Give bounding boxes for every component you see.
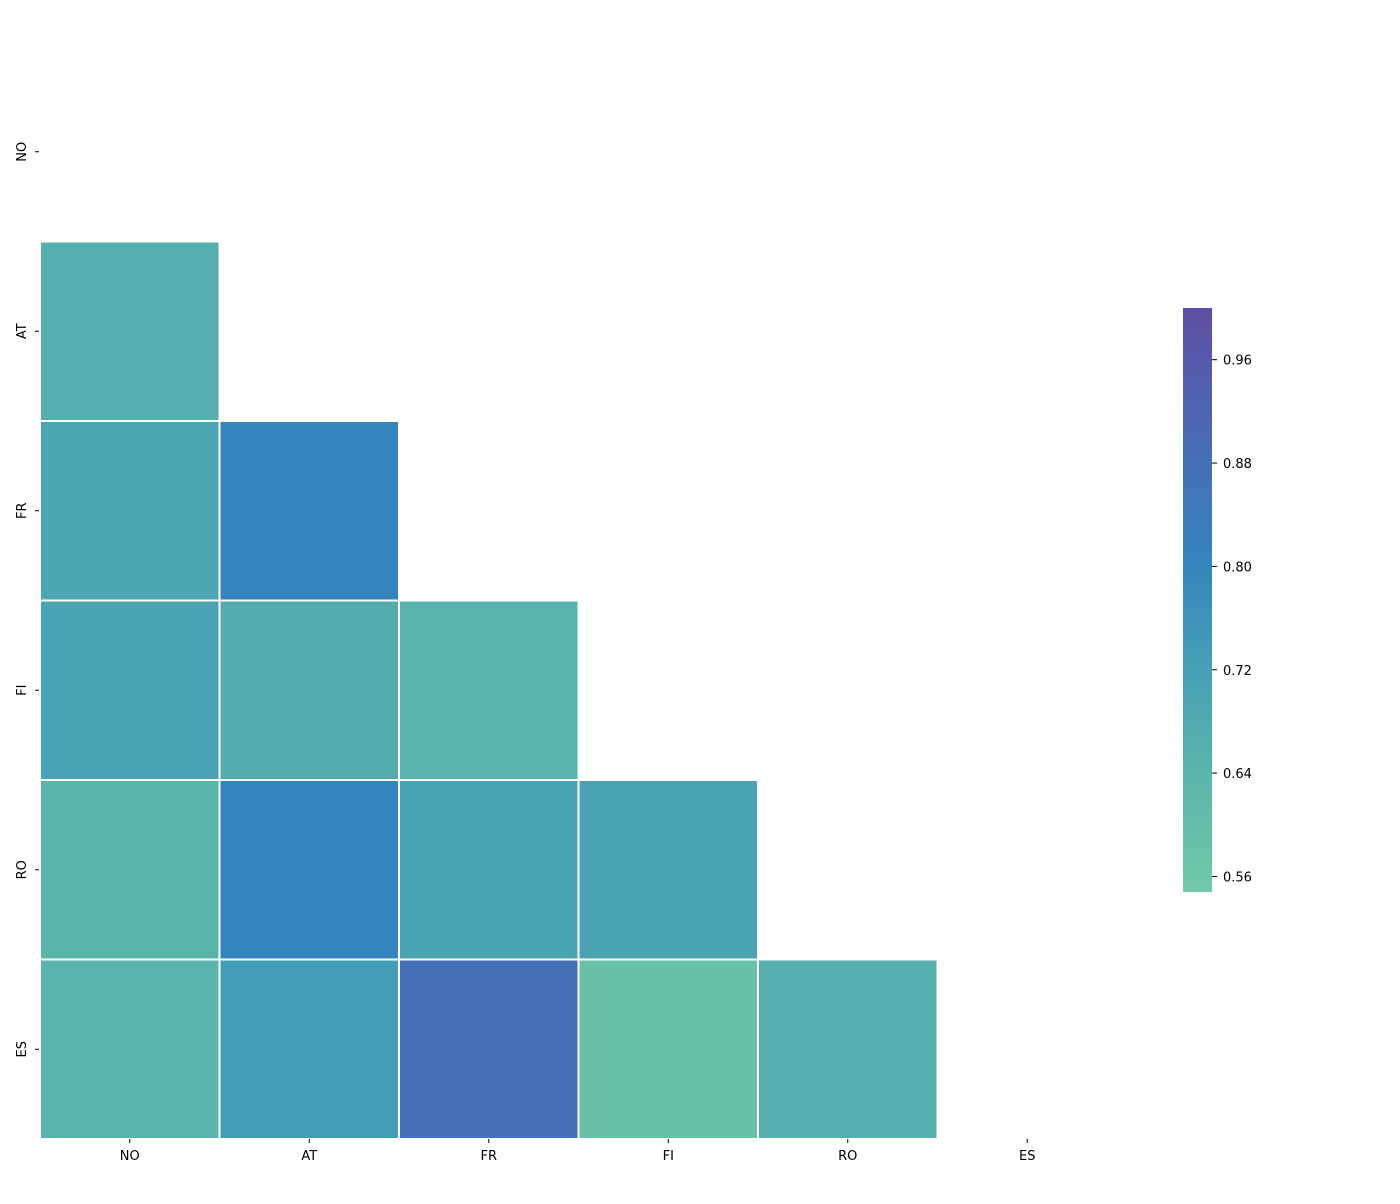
heatmap-cell-ro-fr xyxy=(398,779,580,961)
heatmap-cell-fr-at xyxy=(218,420,400,602)
colorbar-tick-label: 0.96 xyxy=(1223,354,1252,369)
y-tick-label: FI xyxy=(15,685,30,696)
x-tick-label: ES xyxy=(1019,1149,1035,1164)
heatmap-cell-es-fr xyxy=(398,958,580,1140)
x-tick-label: NO xyxy=(120,1149,140,1164)
x-tick-label: RO xyxy=(838,1149,857,1164)
x-tick-label: FR xyxy=(480,1149,497,1164)
x-tick-label: FI xyxy=(663,1149,674,1164)
y-axis-ticks: NO AT FR FI RO ES xyxy=(15,142,39,1057)
colorbar: 0.56 0.64 0.72 0.80 0.88 0.96 xyxy=(1183,308,1252,892)
heatmap-cell-ro-fi xyxy=(577,779,759,961)
heatmap-cell-fi-no xyxy=(39,599,221,781)
colorbar-tick-label: 0.56 xyxy=(1223,870,1252,885)
heatmap-cell-es-fi xyxy=(577,958,759,1140)
colorbar-tick-label: 0.80 xyxy=(1223,560,1252,575)
heatmap-cell-ro-no xyxy=(39,779,221,961)
colorbar-tick-label: 0.64 xyxy=(1223,767,1252,782)
heatmap-cell-at-no xyxy=(39,240,221,422)
x-tick-label: AT xyxy=(301,1149,317,1164)
heatmap-cell-es-at xyxy=(218,958,400,1140)
colorbar-gradient-bar xyxy=(1183,308,1212,892)
colorbar-tick-label: 0.88 xyxy=(1223,457,1252,472)
heatmap-cell-es-no xyxy=(39,958,221,1140)
y-tick-label: FR xyxy=(15,502,30,519)
y-tick-label: ES xyxy=(15,1041,30,1057)
x-axis-ticks: NO AT FR FI RO ES xyxy=(120,1139,1035,1164)
y-tick-label: RO xyxy=(15,860,30,879)
heatmap-cell-fi-fr xyxy=(398,599,580,781)
colorbar-tick-label: 0.72 xyxy=(1223,664,1252,679)
heatmap-cell-es-ro xyxy=(757,958,939,1140)
heatmap-cell-fi-at xyxy=(218,599,400,781)
y-tick-label: NO xyxy=(15,142,30,162)
heatmap-cell-fr-no xyxy=(39,420,221,602)
heatmap-cells xyxy=(39,240,939,1140)
heatmap-cell-ro-at xyxy=(218,779,400,961)
y-tick-label: AT xyxy=(15,323,30,339)
